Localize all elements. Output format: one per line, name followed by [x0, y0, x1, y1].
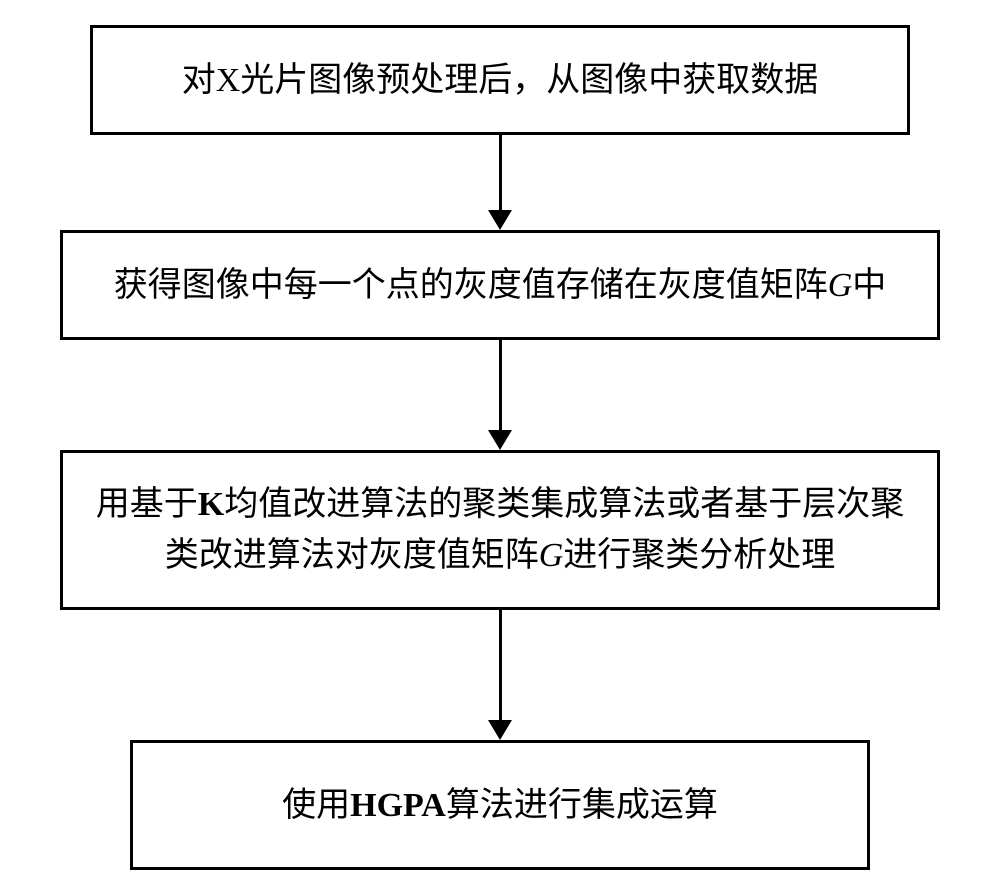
flow-node-2-run-2: 中 — [852, 267, 886, 304]
flow-node-2: 获得图像中每一个点的灰度值存储在灰度值矩阵G中 — [60, 230, 940, 340]
flow-node-2-label: 获得图像中每一个点的灰度值存储在灰度值矩阵G中 — [83, 260, 917, 311]
flow-node-2-run-0: 获得图像中每一个点的灰度值存储在灰度值矩阵 — [114, 267, 828, 304]
flow-node-4: 使用HGPA算法进行集成运算 — [130, 740, 870, 870]
flowchart-canvas: 对X光片图像预处理后，从图像中获取数据 获得图像中每一个点的灰度值存储在灰度值矩… — [0, 0, 1000, 893]
flow-node-4-run-1: HGPA — [350, 787, 446, 824]
flow-node-4-run-0: 使用 — [282, 787, 350, 824]
flow-arrow-2-line — [499, 340, 502, 430]
flow-node-3: 用基于K均值改进算法的聚类集成算法或者基于层次聚类改进算法对灰度值矩阵G进行聚类… — [60, 450, 940, 610]
flow-node-2-run-1: G — [828, 267, 853, 304]
flow-arrow-3-head — [488, 720, 512, 740]
flow-node-1-label: 对X光片图像预处理后，从图像中获取数据 — [113, 55, 887, 106]
flow-arrow-2-head — [488, 430, 512, 450]
flow-arrow-1-line — [499, 135, 502, 210]
flow-node-1: 对X光片图像预处理后，从图像中获取数据 — [90, 25, 910, 135]
flow-node-4-label: 使用HGPA算法进行集成运算 — [153, 780, 847, 831]
flow-node-3-label: 用基于K均值改进算法的聚类集成算法或者基于层次聚类改进算法对灰度值矩阵G进行聚类… — [83, 479, 917, 581]
flow-node-3-run-0: 用基于 — [96, 486, 198, 523]
flow-arrow-1-head — [488, 210, 512, 230]
flow-node-3-run-4: 进行聚类分析处理 — [563, 537, 835, 574]
flow-node-3-run-3: G — [539, 537, 564, 574]
flow-arrow-3-line — [499, 610, 502, 720]
flow-node-3-run-1: K — [198, 486, 224, 523]
flow-node-4-run-2: 算法进行集成运算 — [446, 787, 718, 824]
